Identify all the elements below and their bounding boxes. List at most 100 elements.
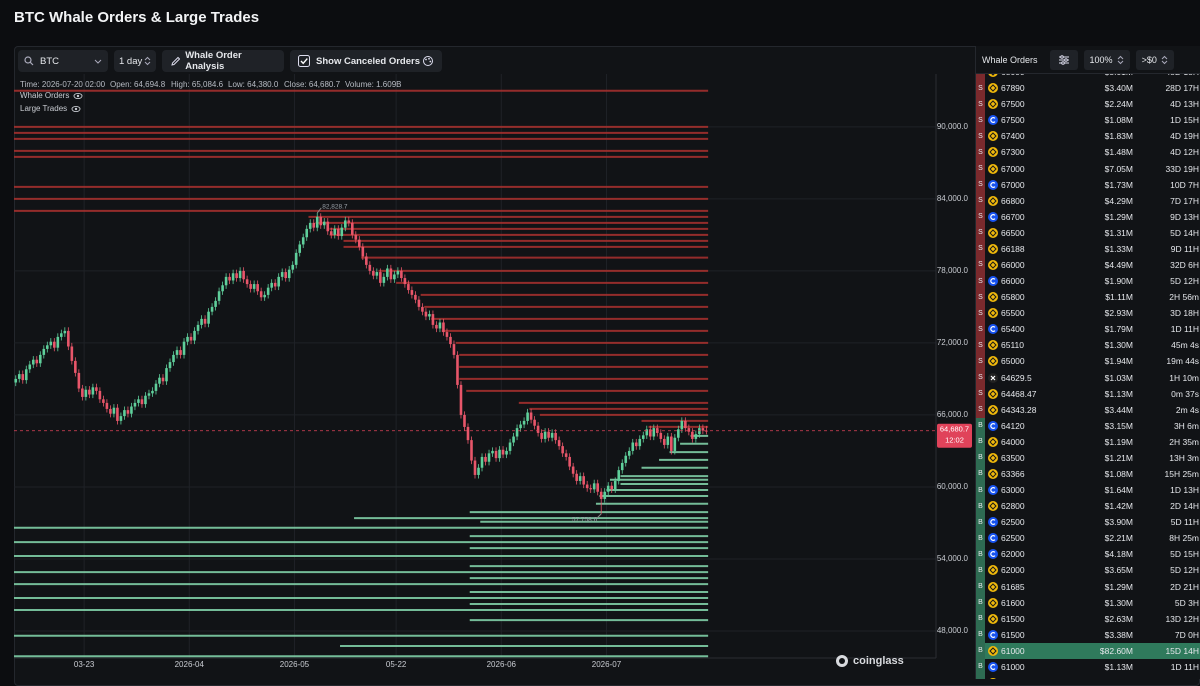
order-row[interactable]: B 61500 $3.38M 7D 0H	[976, 626, 1200, 643]
order-row[interactable]: S 67890 $3.40M 28D 17H	[976, 80, 1200, 97]
palette-icon[interactable]	[422, 55, 434, 67]
candle-body	[585, 484, 589, 489]
order-row[interactable]: S 67500 $2.24M 4D 13H	[976, 96, 1200, 113]
zoom-text: 100%	[1089, 54, 1113, 65]
side-tag: S	[976, 128, 985, 145]
order-row[interactable]: B 61600 $1.30M 5D 3H	[976, 594, 1200, 611]
pencil-icon	[171, 56, 181, 66]
order-row[interactable]: S 66500 $1.31M 5D 14H	[976, 224, 1200, 241]
candle-body	[280, 272, 284, 277]
candle-body	[42, 348, 46, 355]
candle-body	[200, 318, 203, 325]
order-price: 67000	[1001, 179, 1025, 190]
order-price: 61000	[1001, 661, 1025, 672]
order-age: 5D 12H	[1170, 565, 1199, 576]
order-row[interactable]: B 62800 $1.42M 2D 14H	[976, 498, 1200, 515]
candle-body	[487, 453, 491, 462]
order-row[interactable]: S 67000 $1.73M 10D 7H	[976, 176, 1200, 193]
eye-icon[interactable]	[71, 105, 81, 113]
icon-bg	[988, 292, 998, 303]
order-row[interactable]: S 64468.47 $1.13M 0m 37s	[976, 385, 1200, 402]
order-row[interactable]: S 67500 $1.08M 1D 15H	[976, 112, 1200, 129]
order-rows: S 68000 $5.01M48D 18H S 67890 $3.40M 28D 17H S 6…	[976, 74, 1200, 679]
eye-outline	[71, 105, 81, 112]
order-price: 64120	[1001, 420, 1025, 431]
candle-body	[154, 383, 158, 391]
icon-mark	[990, 487, 996, 493]
exchange-icon	[988, 99, 998, 110]
check-mark	[300, 58, 308, 65]
order-row[interactable]: S 66000 $4.49M 32D 6H	[976, 256, 1200, 274]
side-tag: B	[976, 417, 985, 434]
candle-body	[238, 270, 242, 279]
order-row[interactable]: S 66188 $1.33M 9D 11H	[976, 240, 1200, 257]
order-row[interactable]: B 64120 $3.15M 3H 6m	[976, 417, 1200, 434]
order-row[interactable]: S 66700 $1.29M 9D 13H	[976, 208, 1200, 225]
order-row[interactable]: S 65110 $1.30M 45m 4s	[976, 337, 1200, 354]
candle-body	[456, 354, 459, 385]
candle-body	[400, 270, 403, 279]
y-tick-label: 72,000.0	[937, 338, 969, 347]
order-row[interactable]: B 61500 $2.63M 13D 12H	[976, 610, 1200, 627]
order-row[interactable]: B 64000 $1.19M 2H 35m	[976, 433, 1200, 450]
order-row[interactable]: S 68000 $5.01M48D 18H	[976, 74, 1200, 81]
order-price: 65400	[1001, 324, 1025, 335]
analysis-button[interactable]: Whale Order Analysis	[162, 50, 284, 72]
filter-button[interactable]	[1049, 49, 1078, 70]
side-tag: S	[976, 240, 985, 257]
checkbox[interactable]	[298, 55, 310, 67]
candle-body	[263, 294, 266, 298]
candle-body	[217, 291, 221, 301]
candle-body	[396, 270, 400, 275]
symbol-search[interactable]: BTC	[18, 50, 108, 72]
zoom-select[interactable]: 100%	[1083, 49, 1130, 70]
order-row[interactable]: S 64629.5 $1.03M 1H 10m	[976, 369, 1200, 386]
candle-body	[410, 290, 414, 295]
order-row[interactable]: B 61685 $1.29M 2D 21H	[976, 578, 1200, 595]
order-row[interactable]: B 62500 $3.90M 5D 11H	[976, 514, 1200, 531]
candle-body	[680, 420, 684, 430]
candle-body	[137, 399, 140, 403]
order-row[interactable]: B 63000 $1.64M 1D 13H	[976, 482, 1200, 499]
order-row[interactable]: S 67300 $1.48M 4D 12H	[976, 144, 1200, 161]
candle-body	[294, 252, 298, 265]
side-tag: B	[976, 546, 985, 563]
order-row[interactable]: S 65400 $1.79M 1D 11H	[976, 321, 1200, 338]
candle-body	[435, 324, 438, 329]
order-row[interactable]: S 67400 $1.83M 4D 19H	[976, 128, 1200, 145]
order-row[interactable]: B 63366 $1.08M 15H 25m	[976, 465, 1200, 483]
order-row[interactable]: S 65800 $1.11M 2H 56m	[976, 289, 1200, 306]
min-filter-select[interactable]: >$0	[1135, 49, 1174, 70]
order-row[interactable]: B 61000 $82.60M 15D 14H	[976, 642, 1200, 659]
order-row[interactable]: S 65500 $2.93M 3D 18H	[976, 305, 1200, 322]
order-row[interactable]: B 62000 $3.65M 5D 12H	[976, 562, 1200, 579]
order-amount: $1.30M	[1104, 340, 1133, 351]
order-row[interactable]: S 66800 $4.29M 7D 17H	[976, 192, 1200, 209]
eye-icon[interactable]	[73, 92, 83, 100]
order-row[interactable]: S 66000 $1.90M 5D 12H	[976, 273, 1200, 290]
interval-select[interactable]: 1 day	[114, 50, 156, 72]
order-row[interactable]: B60500$1.26M13D 20H	[976, 674, 1200, 679]
order-row[interactable]: S 67000 $7.05M 33D 19H	[976, 160, 1200, 177]
candle-body	[81, 388, 84, 397]
y-tick-label: 84,000.0	[937, 194, 969, 203]
canceled-toggle[interactable]: Show Canceled Orders	[290, 50, 442, 72]
order-row[interactable]: B 61000 $1.13M 1D 11H	[976, 658, 1200, 675]
candle-body	[91, 387, 95, 395]
order-row[interactable]: B 63500 $1.21M 13H 3m	[976, 449, 1200, 466]
candle-body	[386, 268, 389, 277]
order-row[interactable]: B 62000 $4.18M 5D 15H	[976, 546, 1200, 563]
candle-body	[224, 276, 228, 286]
candle-body	[571, 466, 575, 474]
candle-body	[631, 442, 635, 451]
order-row[interactable]: S 64343.28 $3.44M 2m 4s	[976, 401, 1200, 418]
icon-bg	[988, 468, 998, 479]
order-price: 62800	[1001, 501, 1025, 512]
order-row[interactable]: S 65000 $1.94M 19m 44s	[976, 353, 1200, 370]
order-amount: $1.33M	[1104, 243, 1133, 254]
exchange-icon	[988, 83, 998, 94]
order-row[interactable]: B 62500 $2.21M 8H 25m	[976, 530, 1200, 547]
order-amount: $1.13M	[1104, 661, 1133, 672]
candle-body	[228, 276, 231, 281]
order-age: 19m 44s	[1166, 356, 1199, 367]
